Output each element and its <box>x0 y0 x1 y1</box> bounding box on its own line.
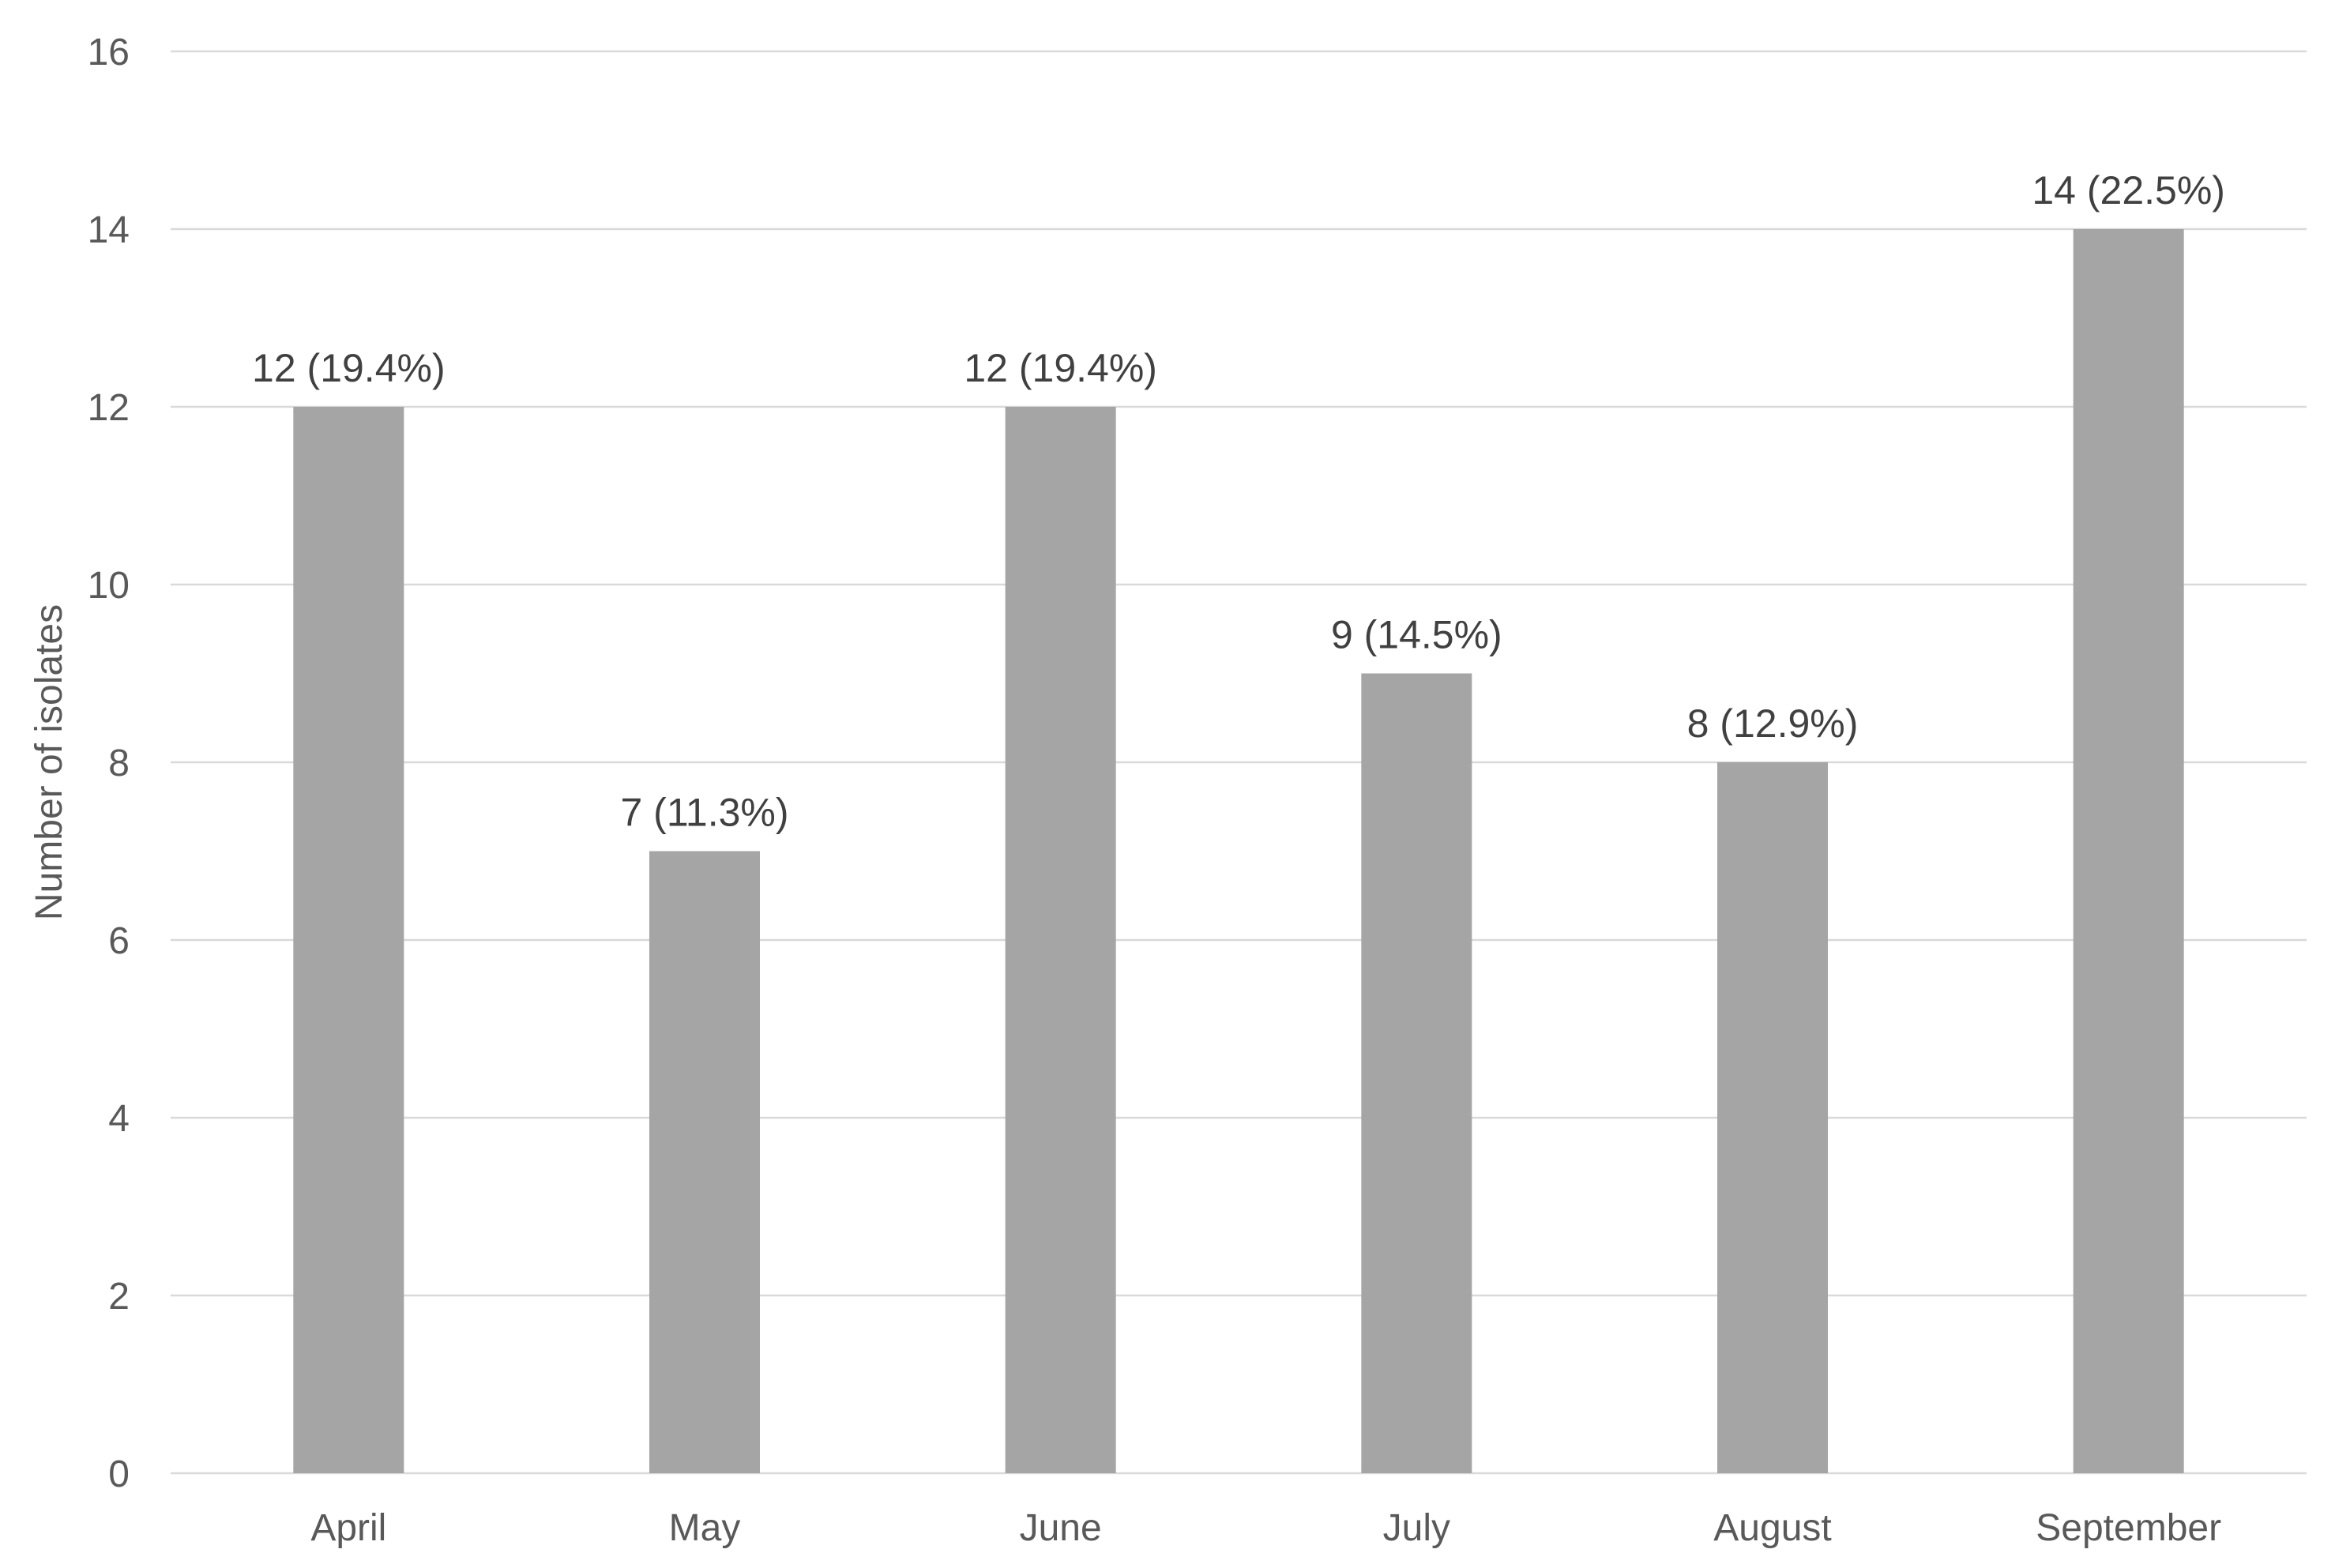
y-tick-label: 4 <box>108 1098 130 1140</box>
bar <box>293 407 404 1473</box>
x-axis-categories: April May June July August September <box>310 1507 2221 1549</box>
bar-data-label: 14 (22.5%) <box>2032 168 2225 212</box>
x-category-label: September <box>2036 1507 2221 1549</box>
x-category-label: May <box>669 1507 741 1549</box>
y-axis-ticks: 0 2 4 6 8 10 12 14 16 <box>88 32 130 1495</box>
bar-data-label: 7 (11.3%) <box>620 791 788 835</box>
bar-data-label: 12 (19.4%) <box>964 346 1157 390</box>
data-labels: 12 (19.4%) 7 (11.3%) 12 (19.4%) 9 (14.5%) 8 … <box>252 168 2225 835</box>
bar-data-label: 8 (12.9%) <box>1687 701 1859 746</box>
bar <box>2073 229 2184 1473</box>
y-tick-label: 14 <box>88 209 130 251</box>
y-tick-label: 8 <box>108 743 130 784</box>
bars <box>293 229 2184 1473</box>
gridlines <box>171 50 2307 1475</box>
x-category-label: July <box>1383 1507 1450 1549</box>
y-tick-label: 16 <box>88 32 130 73</box>
bar <box>1005 407 1116 1473</box>
x-category-label: June <box>1020 1507 1102 1549</box>
x-category-label: August <box>1713 1507 1831 1549</box>
y-axis-title: Number of isolates <box>28 604 70 920</box>
bar-data-label: 12 (19.4%) <box>252 346 446 390</box>
x-category-label: April <box>310 1507 386 1549</box>
y-tick-label: 10 <box>88 565 130 607</box>
bar <box>649 851 760 1473</box>
y-tick-label: 12 <box>88 387 130 429</box>
bar-data-label: 9 (14.5%) <box>1331 613 1502 657</box>
y-tick-label: 2 <box>108 1276 130 1318</box>
y-tick-label: 6 <box>108 920 130 962</box>
y-tick-label: 0 <box>108 1453 130 1495</box>
bar <box>1361 673 1472 1473</box>
bar <box>1717 762 1828 1473</box>
